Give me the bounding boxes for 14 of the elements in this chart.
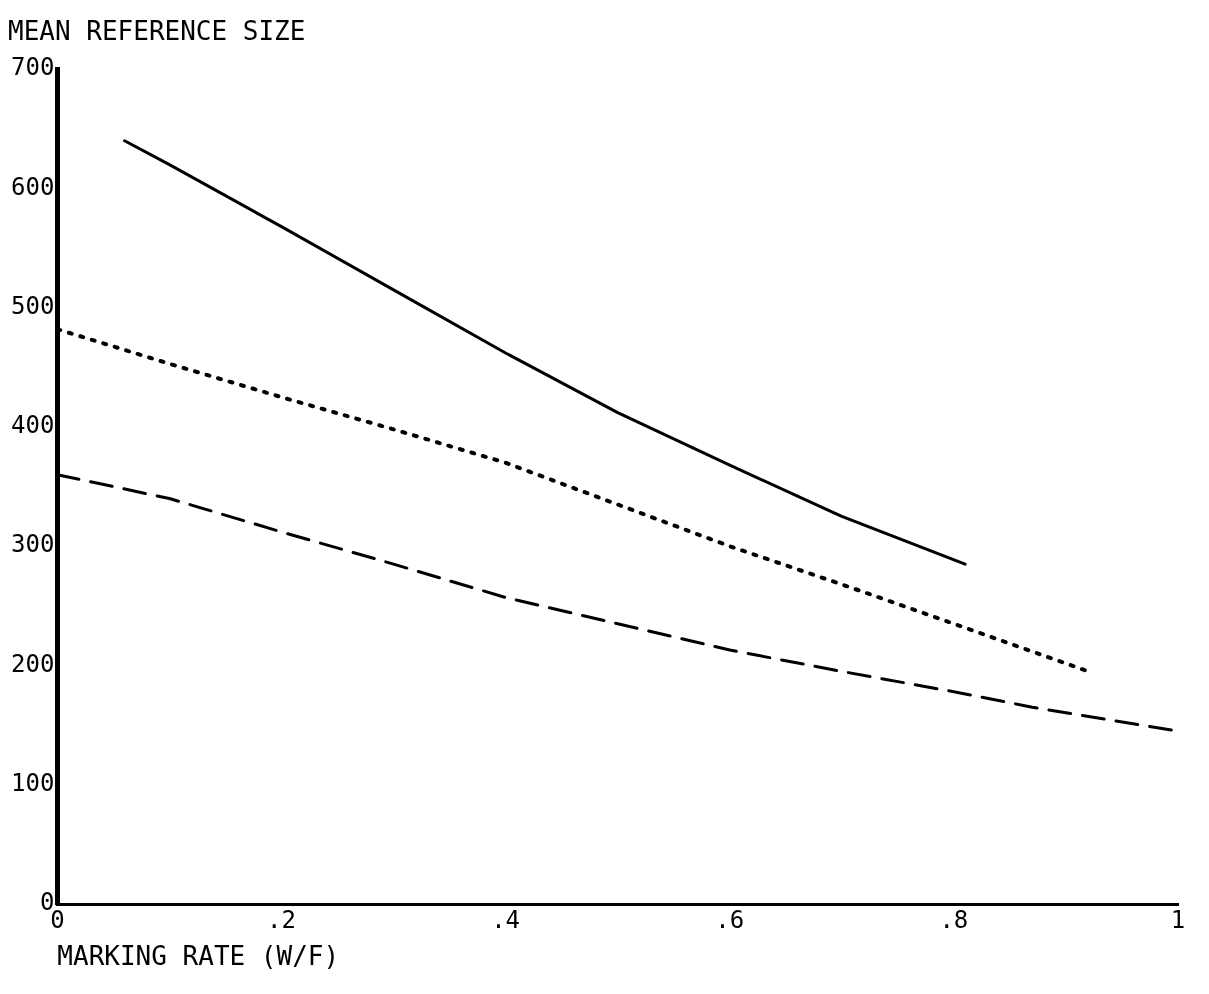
x-tick-label: .4 [491, 905, 521, 934]
y-axis-title: MEAN REFERENCE SIZE [8, 16, 306, 47]
x-tick-label: .2 [267, 905, 296, 934]
y-tick-label: 600 [10, 172, 55, 201]
y-tick-label: 100 [10, 768, 55, 797]
y-tick-label: 400 [10, 411, 55, 440]
x-tick-label: .8 [939, 905, 969, 934]
y-tick-label: 500 [10, 291, 55, 320]
y-tick-label: 200 [10, 649, 55, 678]
x-tick-label: .6 [715, 905, 745, 934]
y-tick-label: 700 [10, 53, 55, 82]
x-tick-label: 1 [1170, 905, 1186, 934]
y-tick-label: 300 [10, 530, 55, 559]
x-axis-title: MARKING RATE (W/F) [57, 941, 340, 972]
